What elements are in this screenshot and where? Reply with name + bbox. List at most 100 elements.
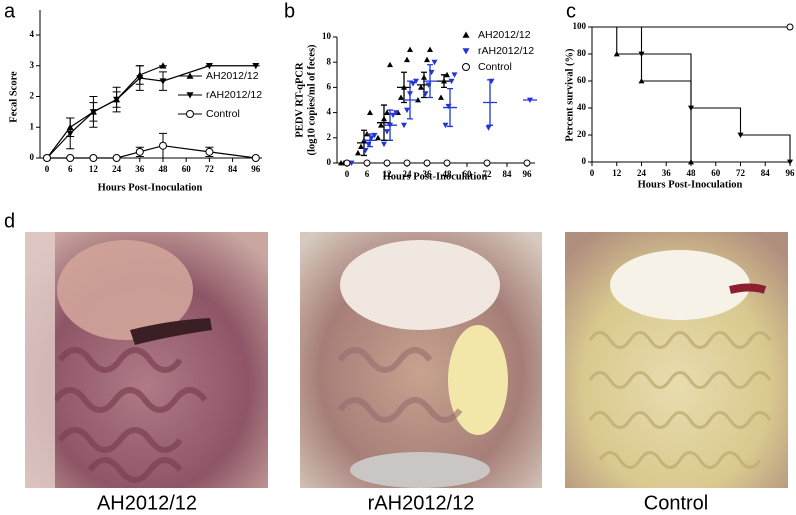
x-axis-label: Hours Post-Inoculation xyxy=(383,171,488,182)
marker xyxy=(443,159,451,167)
step-segment xyxy=(616,53,643,81)
legend-label: AH2012/12 xyxy=(206,70,259,82)
series-line xyxy=(47,145,256,159)
x-tick-label: 72 xyxy=(205,164,215,174)
legend-marker xyxy=(462,31,470,38)
marker xyxy=(442,122,449,129)
marker xyxy=(205,62,213,70)
mean-sd xyxy=(357,129,371,157)
x-axis-label: Hours Post-Inoculation xyxy=(98,182,203,193)
x-tick-label: 36 xyxy=(135,164,145,174)
marker xyxy=(375,134,381,141)
x-tick-label: 48 xyxy=(443,169,453,179)
y-tick-label: 40 xyxy=(577,102,587,112)
photo xyxy=(300,232,542,488)
photo-caption: AH2012/12 xyxy=(97,492,197,514)
x-tick-label: 12 xyxy=(612,168,622,178)
panel-letter: b xyxy=(284,0,295,22)
marker xyxy=(413,78,419,85)
marker xyxy=(403,159,411,167)
mean-sd xyxy=(437,74,451,89)
marker xyxy=(393,110,399,116)
y-tick-label: 0 xyxy=(582,156,587,166)
x-tick-label: 96 xyxy=(786,168,796,178)
legend-label: rAH2012/12 xyxy=(478,45,534,57)
marker xyxy=(688,159,694,165)
x-tick-label: 72 xyxy=(483,169,493,179)
x-tick-label: 84 xyxy=(761,168,771,178)
marker xyxy=(43,154,51,162)
photo xyxy=(25,232,268,488)
series-line xyxy=(46,65,164,159)
marker xyxy=(427,46,433,52)
legend-label: rAH2012/12 xyxy=(206,89,262,101)
y-tick-label: 60 xyxy=(577,75,587,85)
marker xyxy=(424,56,430,63)
step-segment xyxy=(641,53,692,108)
x-tick-label: 36 xyxy=(423,169,433,179)
x-tick-label: 72 xyxy=(736,168,746,178)
marker xyxy=(390,112,396,119)
photo-caption: rAH2012/12 xyxy=(368,492,475,514)
series-line xyxy=(46,65,256,159)
x-tick-label: 0 xyxy=(45,164,50,174)
marker xyxy=(113,96,121,104)
panel-letter: d xyxy=(4,210,15,232)
marker xyxy=(66,154,75,162)
marker xyxy=(358,143,364,150)
marker xyxy=(159,78,167,85)
x-tick-label: 6 xyxy=(365,169,370,179)
marker xyxy=(159,62,167,69)
y-tick-label: 1 xyxy=(30,121,35,131)
x-tick-label: 60 xyxy=(711,168,721,178)
step-segment xyxy=(592,26,618,54)
panel-letter: a xyxy=(4,0,16,22)
marker xyxy=(404,107,410,114)
photo xyxy=(565,232,788,488)
y-tick-label: 20 xyxy=(577,129,587,139)
y-tick-label: 80 xyxy=(577,48,587,58)
y-tick-label: 4 xyxy=(30,29,35,39)
legend-marker xyxy=(462,48,470,55)
x-tick-label: 0 xyxy=(590,168,595,178)
marker xyxy=(418,84,424,90)
marker xyxy=(422,91,429,97)
legend-marker xyxy=(186,92,194,99)
marker xyxy=(89,109,97,116)
step-segment xyxy=(740,134,791,162)
legend-marker xyxy=(186,110,194,118)
y-axis-label: (log10 copies/ml of feces) xyxy=(306,44,317,156)
step-segment xyxy=(641,80,692,162)
x-tick-label: 84 xyxy=(503,169,513,179)
marker xyxy=(384,109,390,115)
y-tick-label: 0 xyxy=(30,152,35,162)
photo-caption: Control xyxy=(644,492,708,514)
marker xyxy=(483,159,491,167)
x-tick-label: 96 xyxy=(523,169,533,179)
legend-marker xyxy=(462,63,470,71)
marker xyxy=(438,94,444,100)
marker xyxy=(367,109,373,115)
y-tick-label: 3 xyxy=(30,60,35,70)
x-tick-label: 60 xyxy=(182,164,192,174)
marker xyxy=(448,78,455,85)
legend-label: Control xyxy=(478,61,512,73)
y-tick-label: 6 xyxy=(327,81,332,91)
marker xyxy=(407,46,413,52)
marker xyxy=(383,159,391,167)
x-tick-label: 0 xyxy=(345,169,350,179)
mean-sd xyxy=(443,88,457,128)
marker xyxy=(362,148,369,154)
step-segment xyxy=(691,107,742,135)
marker xyxy=(136,75,144,82)
marker xyxy=(384,129,390,135)
marker xyxy=(381,141,387,148)
marker xyxy=(451,72,458,78)
marker xyxy=(401,122,407,129)
mean-sd xyxy=(377,104,391,141)
marker xyxy=(431,59,438,66)
x-tick-label: 24 xyxy=(403,169,413,179)
x-tick-label: 12 xyxy=(89,164,99,174)
marker xyxy=(415,97,421,103)
marker xyxy=(252,62,260,70)
